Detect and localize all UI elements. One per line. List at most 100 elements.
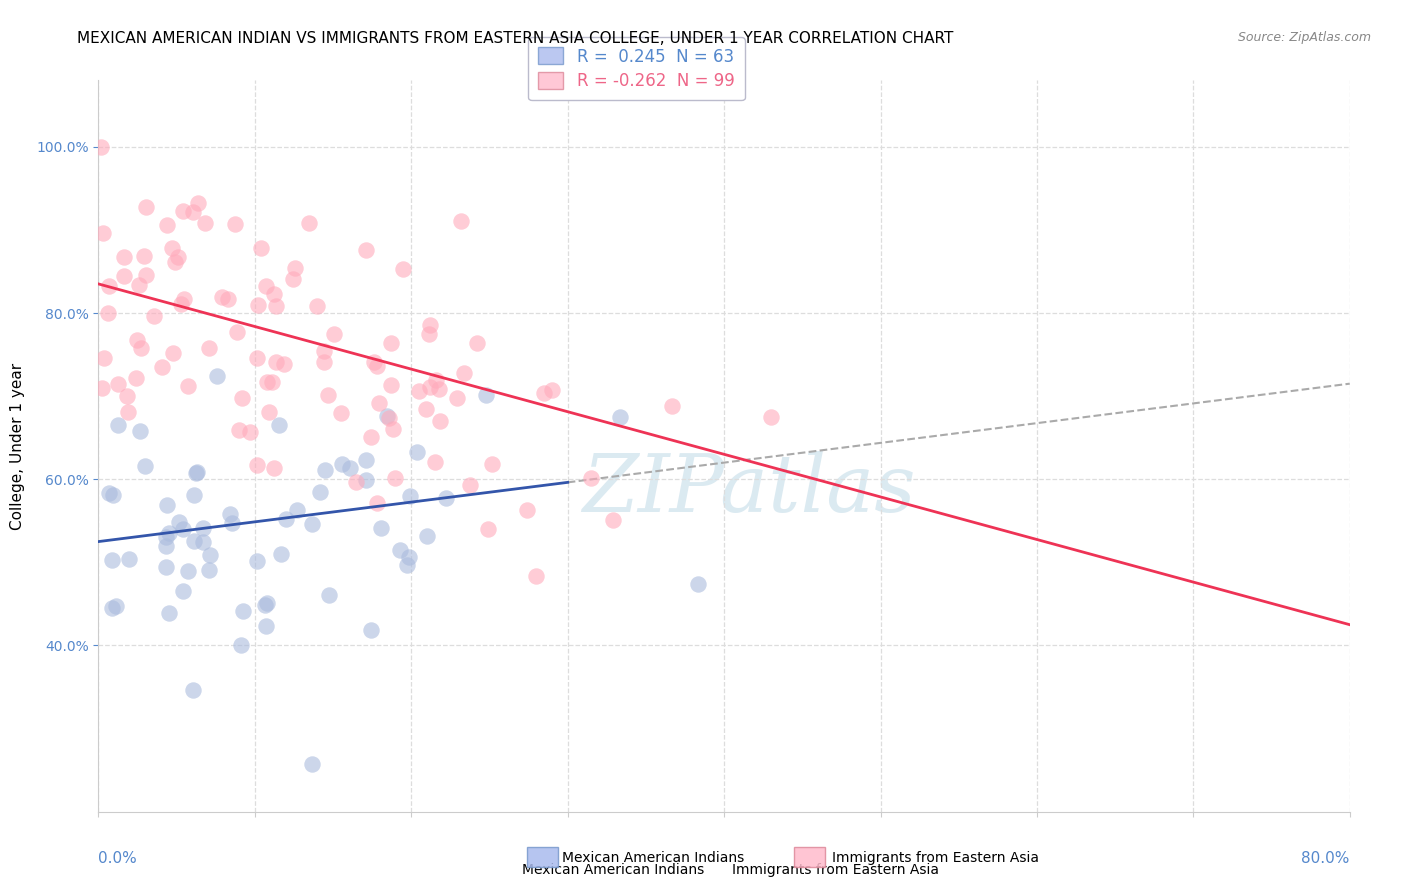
Point — [465, 335, 488, 350]
Point — [104, 599, 127, 613]
Legend: R =  0.245  N = 63, R = -0.262  N = 99: R = 0.245 N = 63, R = -0.262 N = 99 — [529, 37, 745, 101]
Point — [135, 268, 157, 283]
Point — [579, 471, 602, 485]
Point — [276, 512, 298, 526]
Point — [761, 410, 783, 425]
Point — [354, 244, 377, 258]
Point — [173, 292, 195, 306]
Point — [415, 401, 437, 416]
Point — [205, 368, 228, 383]
Point — [524, 569, 547, 583]
Point — [253, 598, 276, 612]
Point — [267, 418, 290, 433]
Text: ZIPatlas: ZIPatlas — [582, 451, 915, 529]
Point — [134, 459, 156, 474]
Point — [163, 255, 186, 269]
Point — [354, 473, 377, 487]
Point — [366, 359, 388, 373]
Point — [107, 376, 129, 391]
Point — [434, 491, 457, 506]
Point — [128, 278, 150, 293]
Point — [128, 424, 150, 438]
Point — [172, 204, 194, 219]
Point — [316, 388, 339, 402]
Point — [125, 370, 148, 384]
Point — [370, 521, 392, 535]
Point — [256, 597, 278, 611]
Point — [384, 471, 406, 485]
Point — [157, 526, 180, 541]
Point — [132, 249, 155, 263]
Point — [396, 558, 419, 572]
Point — [191, 535, 214, 549]
Point — [686, 577, 709, 591]
Point — [184, 466, 207, 480]
Point — [198, 341, 221, 355]
Point — [408, 384, 430, 399]
Point — [446, 391, 468, 405]
Point — [239, 425, 262, 439]
Point — [91, 226, 114, 240]
Point — [183, 488, 205, 502]
Point — [157, 606, 180, 620]
Point — [127, 334, 149, 348]
Point — [172, 583, 194, 598]
Point — [423, 455, 446, 469]
Point — [97, 306, 120, 320]
Point — [283, 271, 305, 285]
Point — [256, 279, 278, 293]
Point — [263, 286, 285, 301]
Text: Mexican American Indians: Mexican American Indians — [562, 851, 745, 865]
Text: Immigrants from Eastern Asia: Immigrants from Eastern Asia — [731, 863, 939, 877]
Point — [225, 325, 247, 339]
Point — [360, 430, 382, 444]
Text: Mexican American Indians: Mexican American Indians — [522, 863, 704, 877]
Point — [156, 499, 179, 513]
Point — [143, 310, 166, 324]
Point — [224, 217, 246, 231]
Point — [254, 619, 277, 633]
Point — [273, 357, 295, 371]
Point — [191, 520, 214, 534]
Point — [93, 351, 115, 365]
Point — [301, 517, 323, 532]
Point — [112, 250, 135, 264]
Point — [90, 139, 112, 153]
Point — [249, 241, 271, 255]
Point — [246, 298, 269, 312]
Point — [177, 565, 200, 579]
Point — [427, 382, 450, 396]
Point — [416, 529, 439, 543]
Point — [301, 756, 323, 771]
Point — [228, 424, 250, 438]
Point — [101, 600, 124, 615]
Point — [186, 465, 208, 479]
Point — [309, 484, 332, 499]
Point — [181, 205, 204, 219]
Point — [246, 351, 269, 366]
Point — [232, 604, 254, 618]
Point — [297, 215, 319, 229]
Point — [533, 386, 555, 401]
Point — [259, 404, 281, 418]
Point — [172, 522, 194, 536]
Point — [475, 387, 498, 401]
Point — [318, 588, 340, 602]
Point — [264, 299, 287, 313]
Point — [314, 354, 336, 368]
Point — [155, 539, 177, 553]
Point — [107, 418, 129, 433]
Point — [360, 624, 382, 638]
Point — [270, 547, 292, 561]
Point — [378, 410, 401, 425]
Point — [176, 379, 198, 393]
Point — [264, 355, 287, 369]
Point — [117, 404, 139, 418]
Point — [344, 475, 367, 489]
Point — [312, 344, 335, 359]
Y-axis label: College, Under 1 year: College, Under 1 year — [10, 362, 25, 530]
Point — [217, 292, 239, 306]
Point — [183, 534, 205, 549]
Point — [150, 359, 173, 374]
Point — [450, 214, 472, 228]
